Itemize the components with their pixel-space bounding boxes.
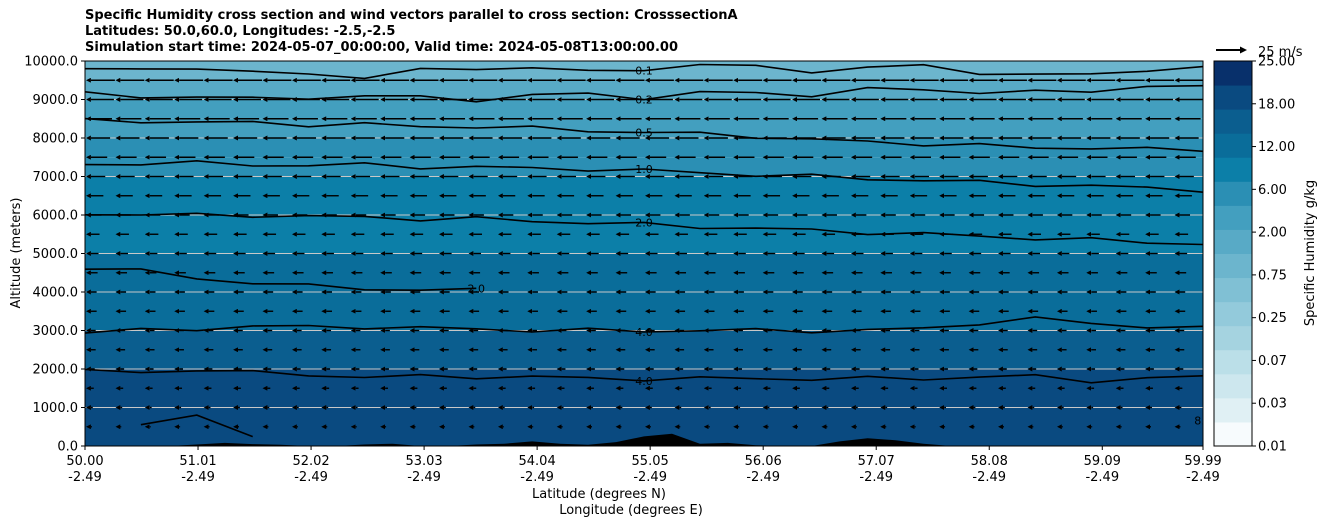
colorbar-segment [1214, 181, 1252, 206]
contour-label: 2.0 [635, 216, 653, 229]
x-tick-label-lon: -2.49 [746, 470, 780, 485]
y-tick-label: 8000.0 [33, 132, 79, 147]
x-tick-label-lon: -2.49 [633, 470, 667, 485]
colorbar-segment [1214, 301, 1252, 327]
colorbar-segment [1214, 253, 1252, 279]
x-tick-label-lat: 53.03 [405, 454, 442, 469]
colorbar-tick-label: 6.00 [1258, 183, 1287, 198]
quiver-key-label: 25 m/s [1258, 45, 1303, 60]
x-axis-label: Latitude (degrees N) [532, 487, 666, 502]
colorbar-tick-label: 0.03 [1258, 397, 1287, 412]
contour-line [85, 159, 1203, 193]
x-tick-label-lat: 56.06 [745, 454, 782, 469]
colorbar-segment [1214, 61, 1252, 86]
colorbar-segment [1214, 277, 1252, 303]
x-axis-label-secondary: Longitude (degrees E) [559, 503, 703, 518]
x-tick-label-lat: 58.08 [971, 454, 1008, 469]
colorbar-segment [1214, 349, 1252, 375]
humidity-band [85, 138, 1203, 158]
x-tick-label-lon: -2.49 [972, 470, 1006, 485]
humidity-band [85, 118, 1203, 138]
colorbar-tick-label: 12.00 [1258, 140, 1295, 155]
humidity-band [85, 99, 1203, 119]
colorbar-segment [1214, 109, 1252, 134]
colorbar-segment [1214, 229, 1252, 254]
x-tick-label-lat: 51.01 [179, 454, 216, 469]
colorbar-segment [1214, 85, 1252, 110]
x-tick-label-lon: -2.49 [181, 470, 215, 485]
colorbar-tick-label: 0.75 [1258, 268, 1287, 283]
x-tick-label-lon: -2.49 [1085, 470, 1119, 485]
colorbar-tick-label: 18.00 [1258, 97, 1295, 112]
terrain-fill [85, 433, 1203, 446]
colorbar-segment [1214, 205, 1252, 230]
chart-subtitle-coords: Latitudes: 50.0,60.0, Longitudes: -2.5,-… [85, 24, 396, 39]
terrain [85, 433, 1203, 446]
x-tick-label-lat: 59.09 [1084, 454, 1121, 469]
y-tick-label: 1000.0 [33, 401, 79, 416]
colorbar-label: Specific Humidity g/kg [1303, 180, 1318, 326]
contour-label: 0.2 [635, 94, 653, 107]
y-axis-label: Altitude (meters) [9, 198, 24, 309]
chart-subtitle-times: Simulation start time: 2024-05-07_00:00:… [85, 40, 678, 55]
y-tick-label: 7000.0 [33, 170, 79, 185]
y-tick-label: 4000.0 [33, 286, 79, 301]
x-tick-label-lat: 55.05 [632, 454, 669, 469]
chart-title: Specific Humidity cross section and wind… [85, 8, 738, 23]
colorbar-segment [1214, 325, 1252, 351]
x-axis: 50.00-2.4951.01-2.4952.02-2.4953.03-2.49… [66, 446, 1222, 485]
quiver-key: 25 m/s [1216, 45, 1303, 60]
x-tick-label-lon: -2.49 [859, 470, 893, 485]
x-tick-label-lon: -2.49 [68, 470, 102, 485]
y-tick-label: 0.0 [57, 440, 78, 455]
colorbar-segment [1214, 133, 1252, 158]
x-tick-label-lon: -2.49 [520, 470, 554, 485]
colorbar-tick-label: 2.00 [1258, 226, 1287, 241]
colorbar-segment [1214, 157, 1252, 182]
contour-line [85, 63, 1203, 80]
contour-line [85, 368, 1203, 384]
contour-line [85, 212, 1203, 246]
x-tick-label-lon: -2.49 [407, 470, 441, 485]
contour-line [85, 117, 1203, 153]
x-tick-label-lat: 52.02 [292, 454, 329, 469]
contour-label: 8.0 [1194, 414, 1212, 427]
colorbar-tick-label: 0.25 [1258, 311, 1287, 326]
contour-label: 0.1 [635, 65, 653, 78]
y-tick-label: 9000.0 [33, 93, 79, 108]
colorbar-tick-label: 0.01 [1258, 440, 1287, 455]
colorbar-tick-label: 25.00 [1258, 55, 1295, 70]
x-tick-label-lon: -2.49 [294, 470, 328, 485]
humidity-band [85, 80, 1203, 100]
y-tick-label: 3000.0 [33, 324, 79, 339]
y-tick-label: 6000.0 [33, 209, 79, 224]
x-tick-label-lon: -2.49 [1186, 470, 1220, 485]
colorbar-segment [1214, 373, 1252, 399]
wind-vectors [85, 77, 1203, 430]
humidity-contours: 0.10.20.51.02.02.04.04.08.0 [85, 63, 1212, 437]
contour-label: 2.0 [468, 282, 486, 295]
y-tick-label: 10000.0 [24, 55, 78, 70]
y-tick-label: 5000.0 [33, 247, 79, 262]
contour-label: 4.0 [635, 326, 653, 339]
contour-label: 1.0 [635, 163, 653, 176]
contour-line [85, 84, 1203, 103]
y-tick-label: 2000.0 [33, 363, 79, 378]
contour-label: 4.0 [635, 375, 653, 388]
contour-line [85, 316, 1203, 334]
x-tick-label-lat: 59.99 [1184, 454, 1221, 469]
colorbar-segment [1214, 421, 1252, 447]
colorbar-tick-label: 0.07 [1258, 354, 1287, 369]
x-tick-label-lat: 50.00 [66, 454, 103, 469]
colorbar-segment [1214, 397, 1252, 423]
x-tick-label-lat: 57.07 [858, 454, 895, 469]
x-tick-label-lat: 54.04 [519, 454, 556, 469]
colorbar-frame [1213, 60, 1253, 447]
colorbar: 0.01 0.03 0.07 0.25 0.75 2.00 6.00 12.00 18.00 25… [1214, 55, 1295, 455]
y-axis: 0.0 1000.0 2000.0 3000.0 4000.0 5000.0 6000.0 7… [24, 55, 85, 455]
